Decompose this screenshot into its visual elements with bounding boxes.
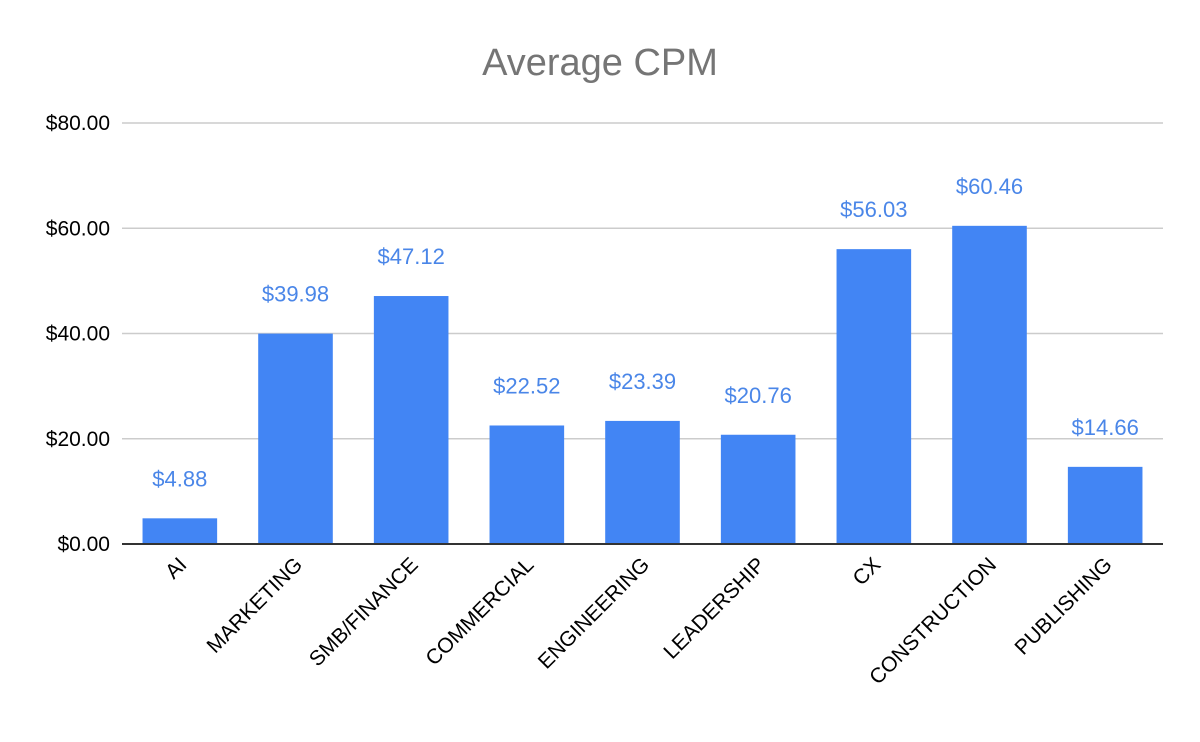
data-label: $14.66 [1072,415,1139,440]
x-tick-label: SMB/FINANCE [305,553,423,671]
data-label: $39.98 [262,282,329,307]
bar [836,249,912,544]
x-tick-label: LEADERSHIP [659,553,769,663]
bar [605,420,680,544]
y-tick-label: $0.00 [57,533,110,556]
data-label: $22.52 [493,373,560,398]
x-tick-label: MARKETING [202,553,307,658]
data-label: $56.03 [840,197,907,222]
y-tick-label: $80.00 [46,112,110,135]
y-tick-label: $20.00 [46,428,110,451]
bar [258,333,333,544]
x-tick-label: CONSTRUCTION [865,553,1001,689]
data-labels: $4.88 $39.98 $47.12 $22.52 $23.39 $20.76 $56.0… [152,174,1139,491]
bar [1067,466,1143,544]
data-label: $47.12 [378,244,445,269]
data-label: $20.76 [725,383,792,408]
bar [489,425,565,544]
y-tick-label: $60.00 [46,217,110,240]
data-label: $4.88 [152,466,207,491]
x-axis: AI MARKETINGSMB/FINANCECOMMERCIALENGINEER… [122,543,1163,689]
x-tick-label: ENGINEERING [534,553,654,673]
y-tick-label: $40.00 [46,323,110,346]
y-axis: $0.00 $20.00 $40.00 $60.00 $80.00 [46,112,110,556]
bars [142,225,1143,544]
bar [720,434,796,544]
bar [952,225,1027,544]
data-label: $60.46 [956,174,1023,199]
data-label: $23.39 [609,369,676,394]
x-tick-label: COMMERCIAL [421,553,538,670]
bar [373,296,449,544]
bar [142,518,218,544]
x-tick-label: AI [161,553,191,583]
chart-title: Average CPM [482,42,718,84]
x-tick-label: CX [848,553,885,590]
x-tick-label: PUBLISHING [1010,553,1116,659]
